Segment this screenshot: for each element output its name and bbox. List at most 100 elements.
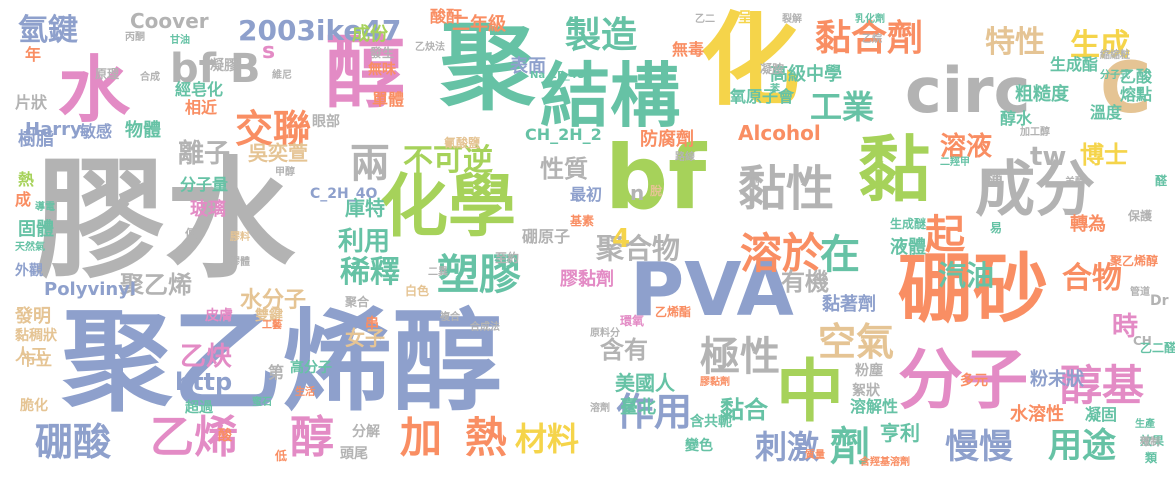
cloud-word: 高分子: [290, 359, 332, 376]
cloud-word: 二羥甲: [940, 155, 970, 168]
cloud-word: 醛: [1155, 173, 1168, 188]
cloud-word: 乙烯酯: [655, 304, 691, 319]
cloud-word: 低: [274, 448, 287, 463]
cloud-word: 變色: [685, 437, 713, 454]
cloud-word: 白色: [405, 283, 429, 298]
cloud-word: 加: [400, 413, 442, 462]
cloud-word: tw: [1030, 142, 1066, 172]
cloud-word: 塑膠: [437, 250, 521, 299]
cloud-word: 吳奕萱: [248, 141, 308, 165]
cloud-word: 樹脂: [18, 128, 54, 150]
cloud-word: Coover: [130, 9, 209, 33]
cloud-word: 美國人: [615, 371, 676, 395]
cloud-word: 工藝: [262, 318, 282, 331]
cloud-word: 水分子: [240, 288, 306, 313]
cloud-word: 管道: [1130, 285, 1150, 298]
cloud-word: 二異: [428, 266, 448, 278]
cloud-word: 溶解性: [850, 397, 898, 416]
cloud-word: 維尼: [272, 68, 292, 81]
cloud-word: 串: [365, 315, 379, 332]
cloud-word: 分解: [352, 423, 380, 440]
cloud-word: 複合: [439, 310, 461, 323]
cloud-word: 黏合劑: [815, 18, 923, 59]
cloud-word: 原料分: [590, 326, 620, 339]
cloud-word: 縮縮粧: [1100, 48, 1130, 61]
cloud-word: 生產: [1135, 417, 1155, 430]
cloud-word: 保護: [1127, 208, 1153, 223]
cloud-word: 脫: [650, 183, 663, 198]
cloud-word: 粗糙度: [1015, 83, 1070, 105]
cloud-word: 質量: [805, 448, 825, 461]
cloud-word: 不可逆: [403, 143, 493, 178]
cloud-word: 劑: [830, 424, 870, 470]
cloud-word: 裂解: [781, 12, 802, 25]
cloud-word: 空氣: [818, 320, 894, 364]
cloud-word: 片狀: [15, 93, 48, 112]
cloud-word: bf B: [170, 46, 260, 92]
cloud-word: 生成醚: [890, 216, 926, 231]
cloud-word: 丙酮: [125, 31, 145, 43]
cloud-word: s: [262, 39, 275, 64]
cloud-word: 氫鍵: [18, 13, 78, 48]
cloud-word: 兩: [350, 141, 390, 187]
cloud-word: 硼原子: [522, 227, 570, 246]
cloud-word: 在: [820, 232, 860, 278]
cloud-word: 含共軛: [690, 413, 732, 430]
cloud-word: 雙鍵: [255, 307, 283, 324]
cloud-word: 甘油: [170, 33, 190, 46]
cloud-word: 絮狀: [852, 382, 881, 399]
cloud-word: 生成酯: [1050, 55, 1098, 74]
cloud-word: 市立: [20, 350, 52, 369]
cloud-word: 外觀: [15, 262, 43, 279]
cloud-word: 天然氣: [15, 240, 45, 253]
cloud-word: 聚乙烯醇: [61, 298, 502, 426]
cloud-word: 眼部: [312, 113, 340, 130]
cloud-word: 環氧: [620, 313, 644, 328]
cloud-word: 單體: [372, 90, 404, 109]
cloud-word: 路線: [675, 150, 695, 163]
cloud-word: 無味: [368, 61, 396, 78]
cloud-word: 臺北: [620, 396, 656, 418]
cloud-word: 水溶性: [1010, 403, 1064, 425]
cloud-word: 原理: [95, 67, 119, 81]
cloud-word: 至約: [495, 250, 519, 265]
cloud-word: 膠黏劑: [560, 268, 614, 290]
cloud-word: 刺激: [755, 428, 819, 466]
cloud-word: 液體: [890, 236, 926, 258]
cloud-word: 防腐劑: [640, 128, 694, 150]
cloud-word: 乙炔法: [415, 40, 445, 53]
cloud-word: 成分: [975, 155, 1095, 225]
cloud-word: 聚乙烯醇: [1109, 253, 1158, 268]
cloud-word: 玻璃: [190, 198, 226, 220]
cloud-word: 凝固: [1085, 405, 1117, 424]
cloud-word: 汽油: [938, 259, 994, 292]
cloud-word: 最初: [570, 185, 602, 204]
cloud-word: 時: [1112, 312, 1138, 342]
cloud-word: 醇: [290, 412, 334, 463]
cloud-word: 聚合物: [595, 232, 680, 265]
cloud-word: 聚: [439, 13, 536, 123]
cloud-word: 黏合: [720, 396, 769, 424]
cloud-word: 氧原子會: [729, 87, 795, 106]
cloud-word: 膠料: [229, 230, 250, 243]
cloud-word: Polyvinyl: [44, 279, 136, 300]
cloud-word: n: [630, 181, 644, 205]
cloud-word: 結構: [540, 55, 680, 137]
cloud-word: 含有: [600, 336, 648, 364]
cloud-word: 醇: [325, 26, 405, 119]
cloud-word: 第: [268, 363, 284, 382]
cloud-word: 熔點: [1120, 85, 1152, 104]
cloud-word: 特性: [985, 25, 1045, 60]
cloud-word: 合成法: [469, 320, 500, 333]
cloud-word: 成份: [352, 23, 389, 45]
cloud-word: 發生: [369, 45, 394, 60]
cloud-word: 二年級: [452, 13, 506, 35]
cloud-word: C_2H_4O: [310, 186, 377, 202]
cloud-word: 硼砂: [898, 245, 1048, 333]
cloud-word: 多元: [960, 372, 988, 389]
cloud-word: 乙炔: [180, 342, 232, 372]
cloud-word: 人工: [15, 345, 47, 364]
cloud-word: 生成: [1070, 28, 1130, 63]
cloud-word: 物體: [125, 119, 161, 141]
cloud-word: 易: [990, 221, 1002, 235]
